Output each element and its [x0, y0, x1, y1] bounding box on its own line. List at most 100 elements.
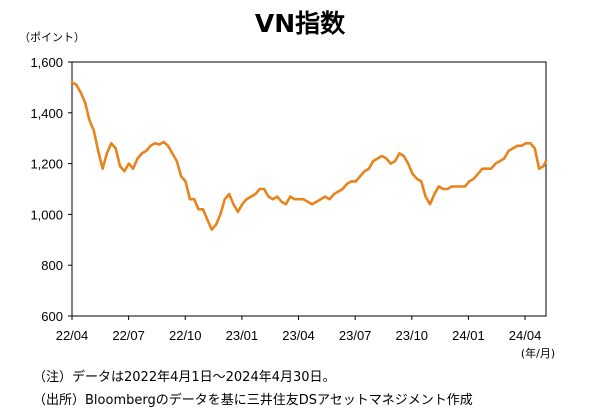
data-point	[350, 180, 353, 183]
source-line: （出所）Bloombergのデータを基に三井住友DSアセットマネジメント作成	[33, 393, 473, 408]
data-point	[455, 185, 458, 188]
data-point	[503, 157, 506, 160]
data-point	[131, 167, 135, 170]
data-point	[267, 195, 270, 198]
data-point	[459, 185, 462, 188]
data-point	[210, 228, 213, 231]
data-point	[306, 200, 309, 203]
data-point	[158, 143, 161, 146]
data-point	[75, 83, 78, 87]
data-point	[289, 195, 292, 198]
data-point	[258, 187, 261, 191]
data-point	[372, 159, 375, 163]
data-point	[376, 157, 379, 160]
data-point	[310, 203, 314, 206]
x-tick-label: 22/04	[56, 328, 89, 343]
data-point	[228, 192, 231, 196]
x-tick-label: 22/10	[169, 328, 202, 343]
data-point	[463, 185, 467, 188]
data-point	[315, 200, 318, 203]
y-tick-label: 1,600	[30, 55, 63, 70]
data-point	[110, 142, 113, 145]
data-point	[88, 119, 91, 122]
data-point	[472, 177, 475, 180]
data-point	[118, 164, 122, 168]
data-point	[341, 187, 344, 191]
x-tick-label: 22/07	[112, 328, 145, 343]
data-point	[380, 154, 384, 158]
data-point	[284, 203, 288, 206]
y-axis-unit: （ポイント）	[19, 31, 85, 44]
data-point	[542, 164, 545, 168]
data-point	[450, 185, 453, 188]
data-point	[537, 167, 541, 170]
data-point	[428, 203, 432, 206]
x-axis-unit: (年/月)	[521, 346, 555, 360]
data-point	[494, 162, 497, 165]
data-point	[354, 180, 357, 183]
data-point	[193, 198, 196, 201]
data-point	[332, 192, 336, 196]
data-point	[223, 198, 226, 201]
data-point	[367, 167, 371, 170]
data-point	[337, 190, 340, 193]
data-point	[197, 208, 200, 211]
data-point	[520, 144, 523, 147]
x-tick-label: 23/01	[226, 328, 259, 343]
data-point	[83, 101, 87, 104]
data-point	[171, 152, 174, 155]
data-point	[507, 149, 510, 153]
data-point	[127, 162, 130, 165]
data-point	[415, 177, 419, 180]
y-tick-label: 1,400	[30, 106, 63, 121]
data-point	[533, 147, 536, 150]
data-point	[70, 81, 74, 84]
data-point	[271, 198, 274, 201]
plot-frame	[71, 61, 547, 317]
data-point	[393, 159, 397, 163]
data-point	[188, 198, 192, 201]
data-point	[437, 185, 440, 188]
data-point	[254, 192, 257, 196]
data-point	[398, 152, 401, 155]
data-point	[97, 149, 100, 153]
x-tick-label: 23/10	[396, 328, 429, 343]
data-point	[276, 195, 279, 198]
data-point	[114, 147, 117, 150]
data-point	[280, 200, 283, 203]
data-point	[241, 203, 244, 206]
data-point	[485, 167, 488, 170]
data-point	[433, 192, 436, 196]
data-point	[184, 180, 187, 183]
data-point	[319, 198, 323, 201]
data-point	[529, 142, 532, 145]
data-point	[511, 147, 515, 150]
data-point	[92, 129, 96, 132]
data-point	[297, 198, 301, 201]
data-point	[324, 195, 327, 198]
y-tick-label: 800	[41, 258, 63, 273]
x-tick-label: 24/04	[509, 328, 542, 343]
data-point	[328, 198, 331, 201]
data-point	[140, 152, 144, 155]
data-point	[385, 157, 388, 160]
data-point	[498, 159, 501, 163]
data-point	[153, 142, 157, 145]
data-point	[262, 187, 266, 191]
data-point	[219, 213, 222, 216]
data-point	[136, 157, 139, 160]
x-tick-label: 23/07	[339, 328, 372, 343]
data-point	[245, 198, 248, 201]
y-tick-label: 1,000	[30, 207, 63, 222]
data-point	[79, 91, 82, 94]
data-point	[489, 167, 493, 170]
data-point	[101, 167, 104, 170]
data-point	[149, 144, 152, 147]
y-tick-label: 600	[41, 309, 63, 324]
data-point	[166, 144, 170, 147]
data-point	[145, 149, 148, 153]
data-point	[544, 159, 548, 163]
note-line: （注）データは2022年4月1日～2024年4月30日。	[33, 370, 336, 385]
vn-index-series-line	[70, 81, 548, 231]
data-point	[516, 144, 519, 147]
